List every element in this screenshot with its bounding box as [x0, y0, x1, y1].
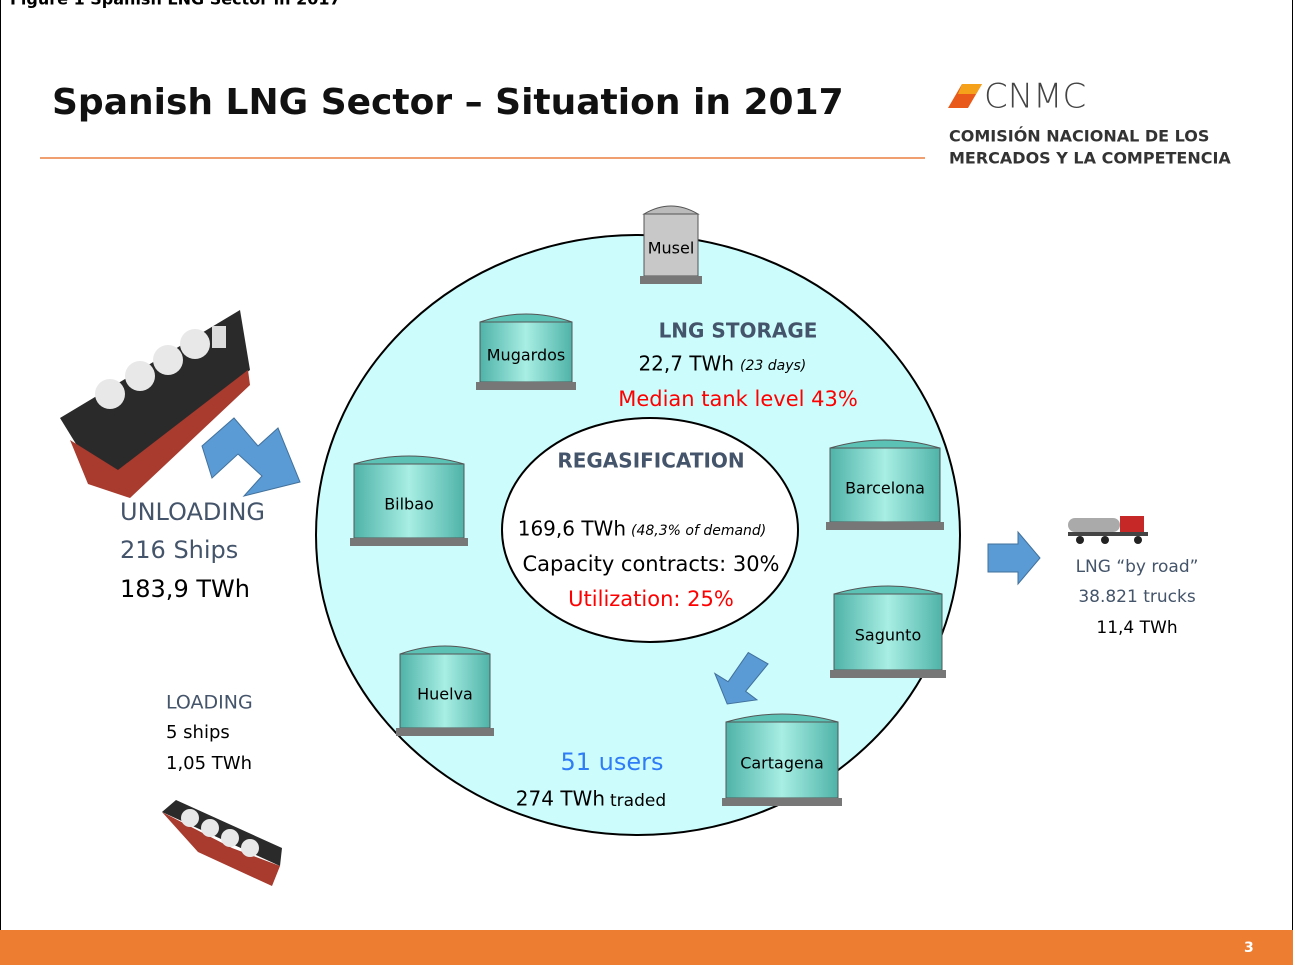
regas-heading: REGASIFICATION [557, 449, 744, 473]
road-energy: 11,4 TWh [1096, 618, 1177, 638]
tank-base [830, 670, 946, 678]
title: Spanish LNG Sector – Situation in 2017 [52, 82, 844, 123]
truck [1068, 516, 1148, 544]
logo-line: COMISIÓN NACIONAL DE LOS [949, 127, 1209, 146]
loading-energy: 1,05 TWh [166, 753, 252, 774]
road-trucks: 38.821 trucks [1078, 587, 1196, 607]
loading-heading: LOADING [166, 692, 253, 714]
unloading-heading: UNLOADING [120, 498, 265, 526]
footer-bar [0, 930, 1293, 965]
tank-base [640, 276, 702, 284]
tank-base [826, 522, 944, 530]
traded-unit: traded [610, 791, 666, 811]
utilization: Utilization: 25% [568, 587, 734, 611]
tank-base [722, 798, 842, 806]
tank-label: Cartagena [740, 754, 824, 773]
tank-label: Mugardos [487, 346, 565, 365]
storage-heading: LNG STORAGE [659, 319, 818, 343]
road-heading: LNG “by road” [1076, 557, 1199, 577]
tank-level: Median tank level 43% [618, 387, 858, 411]
users: 51 users [560, 748, 663, 776]
unloading-ships: 216 Ships [120, 536, 238, 564]
tank-label: Sagunto [855, 626, 921, 645]
storage-days: (23 days) [740, 358, 806, 374]
caption: Figure 1 Spanish LNG Sector in 2017 [10, 0, 341, 9]
regas-energy: 169,6 TWh [518, 517, 626, 541]
tank-base [396, 728, 494, 736]
tank-label: Musel [648, 239, 695, 258]
loading-ships: 5 ships [166, 722, 230, 743]
logo-line: MERCADOS Y LA COMPETENCIA [949, 149, 1231, 168]
tank-label: Barcelona [845, 479, 925, 498]
tank-base [350, 538, 468, 546]
regas-share: (48,3% of demand) [631, 523, 766, 539]
tank-label: Bilbao [384, 495, 434, 514]
tank-base [476, 382, 576, 390]
slide: Figure 1 Spanish LNG Sector in 2017 Span… [0, 0, 1293, 965]
traded: 274 TWh [516, 787, 605, 811]
unloading-energy: 183,9 TWh [120, 575, 250, 603]
page-number: 3 [1244, 940, 1254, 956]
tank-label: Huelva [417, 685, 473, 704]
logo-mark: CNMC [984, 77, 1086, 117]
storage-energy: 22,7 TWh [638, 352, 734, 376]
capacity-contracts: Capacity contracts: 30% [522, 552, 779, 576]
